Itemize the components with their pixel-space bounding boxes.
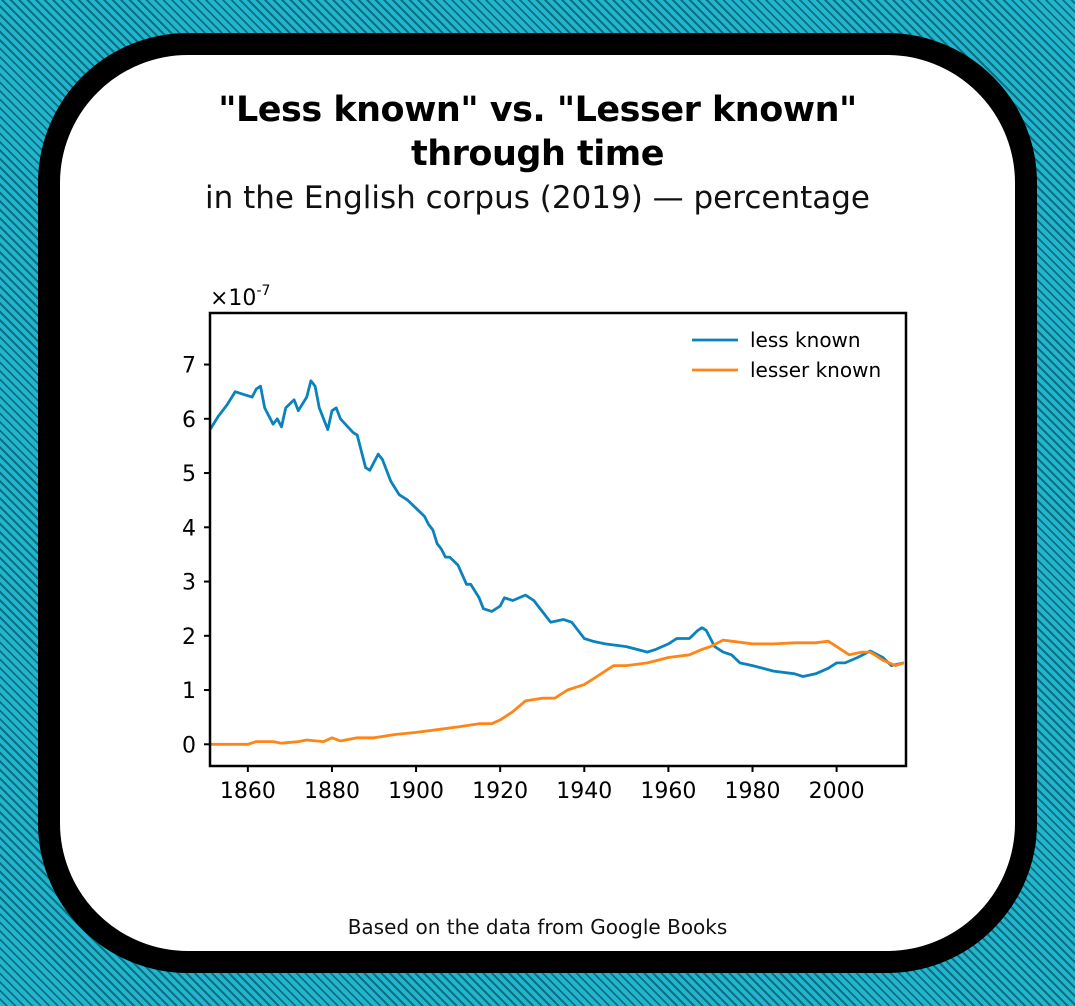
card-frame (38, 33, 1037, 973)
y-tick-label: 7 (182, 354, 196, 379)
y-tick-label: 0 (182, 733, 196, 758)
source-note: Based on the data from Google Books (347, 915, 728, 939)
chart-title: "Less known" vs. "Lesser known" through … (0, 88, 1075, 176)
x-tick-label: 1960 (640, 779, 696, 804)
chart-subtitle: in the English corpus (2019) — percentag… (205, 180, 870, 216)
legend-label: less known (750, 328, 861, 352)
plot-frame (208, 311, 908, 768)
y-tick-label: 6 (182, 408, 196, 433)
y-tick-label: 4 (182, 516, 196, 541)
x-tick-label: 1880 (304, 779, 360, 804)
y-tick-label: 2 (182, 625, 196, 650)
x-tick-label: 2000 (809, 779, 865, 804)
title-line-1: "Less known" vs. "Lesser known" (218, 90, 857, 130)
y-tick-label: 1 (182, 679, 196, 704)
y-multiplier: ×10-7 (210, 283, 270, 311)
title-line-2: through time (411, 134, 664, 174)
x-tick-label: 1920 (472, 779, 528, 804)
series-line-less-known (208, 379, 905, 678)
y-tick-label: 3 (182, 571, 196, 596)
x-tick-label: 1860 (220, 779, 276, 804)
x-tick-label: 1900 (388, 779, 444, 804)
x-tick-label: 1940 (556, 779, 612, 804)
x-tick-label: 1980 (725, 779, 781, 804)
legend-label: lesser known (750, 358, 881, 382)
series-line-lesser-known (210, 638, 905, 746)
y-tick-label: 5 (182, 462, 196, 487)
